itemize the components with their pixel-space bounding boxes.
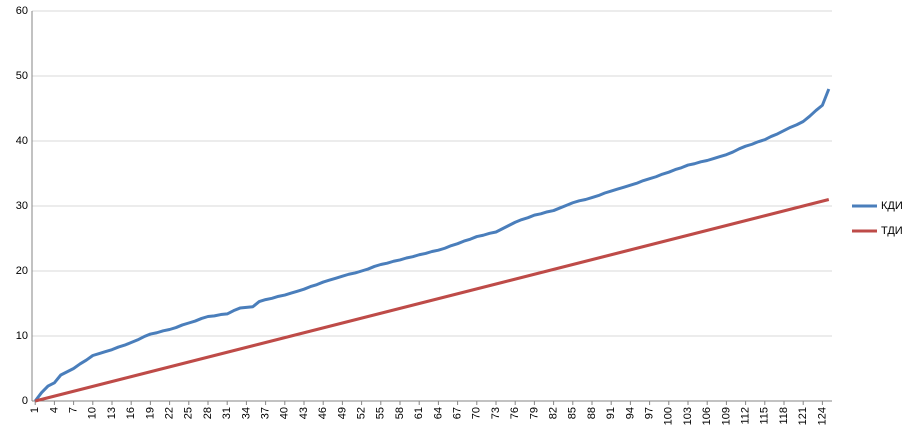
- x-tick-label: 1: [29, 407, 41, 413]
- x-tick-label: 100: [663, 407, 675, 425]
- x-tick-label: 94: [624, 407, 636, 419]
- y-tick-label: 20: [16, 265, 28, 277]
- x-tick-label: 16: [125, 407, 137, 419]
- x-tick-label: 49: [336, 407, 348, 419]
- x-tick-label: 46: [317, 407, 329, 419]
- y-tick-label: 10: [16, 330, 28, 342]
- series-line: [34, 198, 830, 403]
- x-tick-label: 88: [586, 407, 598, 419]
- x-tick-label: 76: [509, 407, 521, 419]
- x-tick-label: 124: [816, 407, 828, 425]
- x-tick-label: 97: [644, 407, 656, 419]
- x-tick-label: 118: [778, 407, 790, 425]
- x-tick-label: 31: [221, 407, 233, 419]
- y-tick-label: 0: [22, 395, 28, 407]
- y-tick-label: 50: [16, 70, 28, 82]
- x-tick-label: 19: [144, 407, 156, 419]
- x-tick-label: 79: [528, 407, 540, 419]
- legend-label: КДИ: [881, 200, 903, 212]
- x-tick-label: 91: [605, 407, 617, 419]
- x-tick-label: 121: [797, 407, 809, 425]
- x-tick-label: 28: [202, 407, 214, 419]
- x-tick-label: 40: [279, 407, 291, 419]
- legend-label: ТДИ: [881, 225, 903, 237]
- x-tick-label: 61: [413, 407, 425, 419]
- x-tick-label: 103: [682, 407, 694, 425]
- x-tick-label: 25: [183, 407, 195, 419]
- x-tick-label: 43: [298, 407, 310, 419]
- x-tick-label: 73: [490, 407, 502, 419]
- x-tick-label: 22: [164, 407, 176, 419]
- x-tick-label: 115: [759, 407, 771, 425]
- x-tick-label: 7: [68, 407, 80, 413]
- x-tick-label: 70: [471, 407, 483, 419]
- x-tick-label: 55: [375, 407, 387, 419]
- x-tick-label: 67: [452, 407, 464, 419]
- y-tick-label: 60: [16, 5, 28, 17]
- x-tick-label: 52: [356, 407, 368, 419]
- x-tick-label: 109: [720, 407, 732, 425]
- x-tick-label: 112: [740, 407, 752, 425]
- x-tick-label: 4: [48, 407, 60, 413]
- y-tick-label: 30: [16, 200, 28, 212]
- x-tick-label: 106: [701, 407, 713, 425]
- x-tick-label: 58: [394, 407, 406, 419]
- x-tick-label: 37: [260, 407, 272, 419]
- series-line: [34, 88, 831, 402]
- x-tick-label: 82: [548, 407, 560, 419]
- x-tick-label: 64: [432, 407, 444, 419]
- x-tick-label: 34: [240, 407, 252, 419]
- y-tick-label: 40: [16, 135, 28, 147]
- x-tick-label: 13: [106, 407, 118, 419]
- x-tick-label: 10: [87, 407, 99, 419]
- x-tick-label: 85: [567, 407, 579, 419]
